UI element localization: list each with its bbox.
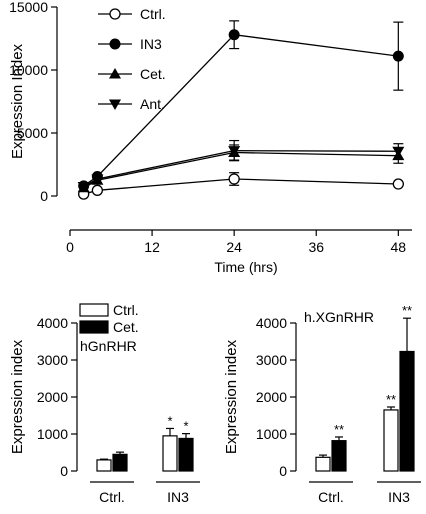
category-label: IN3 — [167, 489, 189, 505]
line-chart-time-course: 0 5000 10000 15000 Expression Index 0 12 24 36 48… — [9, 0, 412, 275]
series-cet — [77, 144, 405, 193]
legend-swatch — [79, 303, 109, 317]
bar-chart-hxgnrhr: 0 1000 2000 3000 4000 Expression index Ctrl. **… — [223, 303, 421, 505]
data-point — [91, 174, 104, 185]
series-line — [83, 151, 399, 189]
significance-marker: ** — [386, 392, 396, 407]
y-tick-label: 15000 — [9, 0, 48, 15]
significance-marker: * — [183, 419, 188, 434]
bar-ctrl — [162, 435, 178, 472]
bar-chart-hgnrhr: 0 1000 2000 3000 4000 Expression index Ctrl. IN… — [9, 302, 200, 505]
series-line — [83, 149, 399, 188]
x-tick-label: 36 — [308, 239, 324, 255]
legend-label: Cet. — [113, 319, 139, 335]
group-ctrl: Ctrl. ** — [309, 422, 353, 505]
series-line — [83, 34, 399, 187]
group-in3: IN3 * * — [156, 413, 200, 505]
y-tick-label: 5000 — [17, 125, 48, 141]
x-tick-label: 48 — [391, 239, 407, 255]
data-point — [228, 29, 240, 41]
bar-cet — [112, 453, 128, 472]
y-tick-label: 3000 — [37, 352, 68, 368]
y-axis-label: Expression index — [9, 339, 26, 454]
x-tick-label: 0 — [66, 239, 74, 255]
legend-marker — [109, 8, 121, 20]
series-in3 — [78, 20, 404, 192]
chart-annotation: h.XGnRHR — [304, 309, 374, 325]
legend-label: Ctrl. — [113, 302, 139, 318]
legend-label: IN3 — [140, 36, 162, 52]
y-tick-label: 3000 — [256, 352, 287, 368]
series-line — [83, 178, 399, 195]
x-tick-label: 12 — [144, 239, 160, 255]
chart-annotation: hGnRHR — [80, 338, 137, 354]
legend-marker — [109, 38, 121, 50]
y-tick-label: 2000 — [256, 389, 287, 405]
y-tick-label: 0 — [40, 188, 48, 204]
series-ctrl — [78, 172, 404, 200]
category-label: Ctrl. — [99, 489, 125, 505]
group-ctrl: Ctrl. — [90, 451, 134, 505]
significance-marker: * — [167, 413, 172, 428]
legend: Ctrl.Cet. — [79, 302, 139, 335]
data-point — [91, 184, 104, 196]
bar-ctrl — [96, 459, 112, 472]
data-point — [392, 146, 405, 158]
group-in3: IN3 ** ** — [377, 303, 421, 505]
y-tick-label: 4000 — [256, 315, 287, 331]
bar-ctrl — [383, 409, 399, 472]
significance-marker: ** — [402, 303, 412, 318]
y-tick-label: 0 — [279, 463, 287, 479]
data-point — [228, 173, 240, 185]
legend-label: Ant. — [140, 96, 165, 112]
x-axis-label: Time (hrs) — [214, 259, 277, 275]
significance-marker: ** — [334, 422, 344, 437]
data-point — [77, 182, 90, 193]
bar-cet — [399, 350, 415, 472]
y-tick-label: 10000 — [9, 62, 48, 78]
legend-marker — [109, 68, 121, 79]
bar-cet — [178, 437, 194, 472]
legend-marker — [109, 99, 121, 110]
y-tick-label: 2000 — [37, 389, 68, 405]
y-tick-label: 4000 — [37, 315, 68, 331]
legend-swatch — [79, 320, 109, 334]
y-tick-label: 1000 — [256, 426, 287, 442]
series-ant — [77, 139, 405, 193]
bar-ctrl — [315, 456, 331, 472]
bar-cet — [331, 440, 347, 472]
y-tick-label: 0 — [60, 463, 68, 479]
y-tick-label: 1000 — [37, 426, 68, 442]
category-label: Ctrl. — [318, 489, 344, 505]
data-point — [392, 50, 404, 62]
data-point — [228, 146, 241, 157]
y-axis-label: Expression index — [223, 339, 240, 454]
x-tick-label: 24 — [226, 239, 242, 255]
legend-label: Ctrl. — [140, 6, 166, 22]
legend: Ctrl. IN3 Cet. Ant. — [98, 6, 166, 112]
data-point — [392, 178, 404, 190]
legend-label: Cet. — [140, 66, 166, 82]
category-label: IN3 — [388, 489, 410, 505]
y-axis-label: Expression Index — [9, 43, 26, 159]
